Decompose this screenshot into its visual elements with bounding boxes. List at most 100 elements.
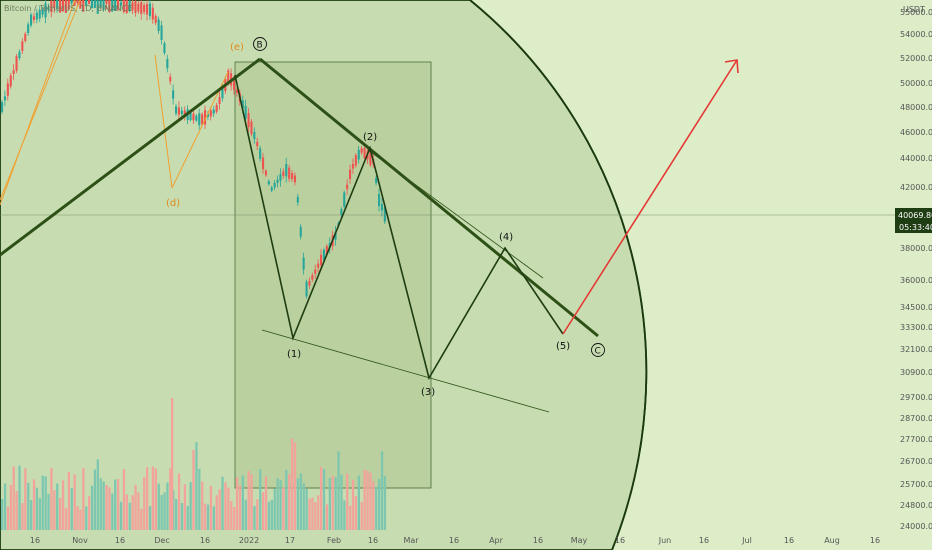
volume-bar [206, 504, 210, 530]
volume-bar [35, 487, 39, 530]
volume-bar [119, 501, 123, 530]
volume-bar [70, 488, 73, 530]
volume-bar [73, 474, 76, 530]
candle-body [308, 280, 311, 286]
price-tick-label: 54000.00 [900, 30, 932, 39]
candle-body [85, 0, 88, 7]
price-axis-ticks: 55000.00 54000.00 52000.00 50000.00 48000.00… [900, 8, 932, 531]
volume-bar [24, 468, 27, 530]
volume-bar [21, 503, 24, 530]
projection-circle-edge [469, 0, 648, 550]
volume-bar [90, 485, 94, 530]
time-tick-label: Jun [658, 536, 672, 545]
candle-body [128, 0, 131, 11]
candle-body [3, 96, 6, 101]
wave-label-5: (5) [556, 341, 570, 352]
candle-body [253, 131, 256, 140]
candle-body [102, 0, 105, 10]
volume-bar [302, 483, 305, 530]
volume-bar [322, 469, 326, 530]
candle-body [317, 263, 320, 268]
candle-body [296, 197, 299, 203]
candle-body [349, 169, 352, 180]
candle-body [256, 141, 259, 147]
price-tick-label: 44000.00 [900, 154, 932, 163]
candle-body [148, 3, 151, 17]
price-tick-label: 34500.00 [900, 303, 932, 312]
volume-bar [201, 481, 204, 530]
volume-bar [299, 473, 302, 530]
last-price-value: 40069.80 [898, 211, 932, 220]
volume-bar [192, 449, 195, 530]
price-tick-label: 48000.00 [900, 103, 932, 112]
candle-body [163, 43, 166, 54]
volume-bar [12, 466, 15, 530]
time-tick-label: Jul [741, 536, 752, 545]
volume-bar [357, 475, 360, 530]
volume-bar [259, 469, 262, 530]
volume-bar [230, 500, 233, 530]
volume-bar [238, 485, 242, 530]
volume-bar [154, 468, 157, 530]
volume-bar [320, 467, 323, 530]
volume-bar [125, 494, 128, 530]
candle-body [322, 249, 325, 261]
volume-bar [140, 508, 143, 530]
volume-bar [59, 498, 62, 530]
candle-body [105, 0, 108, 4]
volume-bar [88, 496, 91, 530]
time-tick-label: 16 [533, 536, 543, 545]
candle-body [67, 0, 70, 10]
volume-bar [122, 469, 126, 530]
candle-body [30, 14, 33, 26]
wave-label-e: (e) [230, 42, 244, 53]
candle-body [293, 175, 296, 183]
price-tick-label: 50000.00 [900, 79, 932, 88]
volume-bar [282, 487, 285, 530]
volume-bars [1, 398, 387, 530]
volume-bar [218, 489, 221, 530]
volume-bar [44, 476, 47, 530]
price-tick-label: 28700.00 [900, 414, 932, 423]
candle-body [61, 0, 64, 12]
volume-bar [366, 470, 369, 530]
volume-bar [256, 499, 259, 530]
candle-body [270, 187, 273, 191]
wave-label-b-circle [253, 37, 267, 51]
candle-body [35, 12, 38, 20]
volume-bar [18, 465, 21, 530]
candle-body [41, 9, 44, 15]
candle-body [209, 110, 212, 117]
candle-body [82, 0, 85, 12]
time-tick-label: 16 [615, 536, 625, 545]
volume-bar [378, 478, 381, 530]
candle-body [340, 208, 343, 216]
candle-body [24, 33, 27, 42]
volume-bar [346, 473, 349, 530]
volume-bar [189, 482, 192, 530]
volume-bar [209, 486, 213, 530]
candle-body [192, 113, 195, 121]
candle-body [201, 114, 204, 125]
volume-bar [337, 451, 340, 530]
volume-bar [47, 493, 50, 530]
volume-bar [276, 478, 279, 530]
candle-body [383, 207, 386, 222]
candle-body [314, 269, 317, 274]
price-axis[interactable] [895, 0, 932, 550]
volume-bar [131, 495, 134, 530]
candle-body [12, 70, 15, 75]
candle-body [114, 0, 117, 11]
candle-body [15, 56, 18, 71]
price-tick-label: 42000.00 [900, 183, 932, 192]
volume-bar [235, 477, 239, 530]
volume-bar [363, 469, 366, 530]
volume-bar [351, 479, 355, 530]
volume-bar [85, 506, 88, 530]
candle-body [160, 25, 163, 40]
volume-bar [53, 490, 56, 530]
volume-bar [82, 468, 85, 530]
candle-body [311, 275, 314, 280]
volume-bar [180, 502, 184, 530]
